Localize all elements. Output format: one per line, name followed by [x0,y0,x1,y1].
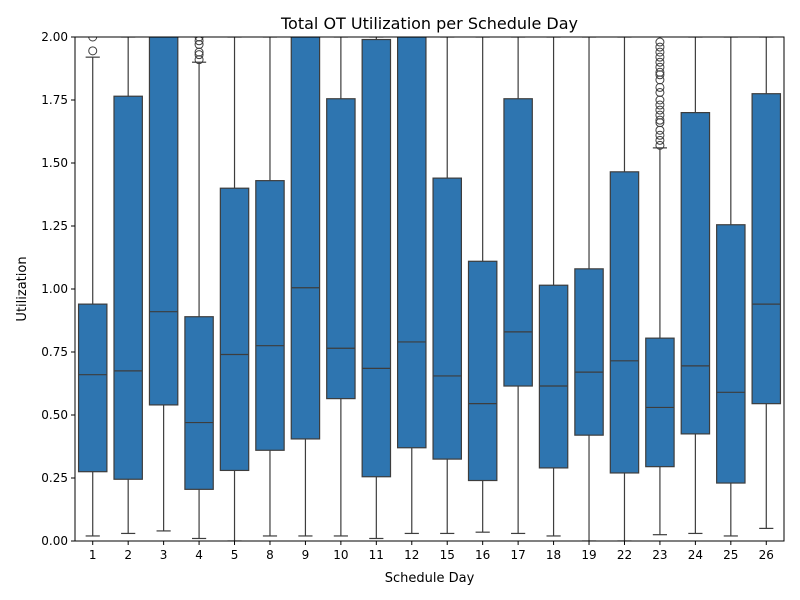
chart-title: Total OT Utilization per Schedule Day [280,14,578,33]
outlier-point [655,67,665,77]
x-tick-label: 18 [546,548,561,562]
box-day-9 [290,37,321,537]
iqr-box [326,98,356,400]
x-tick-label: 8 [266,548,274,562]
box-marks [77,37,782,541]
box-day-25 [716,37,746,537]
outlier-point [88,37,98,42]
x-tick-label: 26 [759,548,774,562]
box-day-1 [77,37,108,537]
y-tick-label: 0.75 [41,345,68,359]
iqr-box [396,37,427,449]
x-tick-label: 22 [617,548,632,562]
outlier-point [655,47,665,57]
box-day-8 [255,37,285,537]
y-tick-label: 1.75 [41,93,68,107]
y-tick-label: 1.50 [41,156,68,170]
plot-area: 0.000.250.500.751.001.251.501.752.001 2 3 4… [41,30,785,562]
box-day-16 [467,37,498,533]
iqr-box [503,98,533,387]
y-tick-label: 0.50 [41,408,68,422]
box-day-22 [609,37,640,541]
y-tick-label: 0.00 [41,534,68,548]
outlier-point [655,42,665,52]
iqr-box [574,268,604,436]
x-tick-label: 9 [302,548,310,562]
box-day-18 [538,37,569,537]
iqr-box [751,93,782,405]
box-day-3 [148,37,179,532]
outlier-point [655,105,665,115]
iqr-box [148,37,179,406]
iqr-box [255,180,285,451]
box-day-5 [219,37,250,541]
outlier-point [655,115,665,125]
iqr-box [538,284,569,469]
box-day-11 [361,37,392,540]
x-tick-label: 2 [124,548,132,562]
x-tick-label: 25 [723,548,738,562]
outlier-point [655,37,665,47]
outlier-point [88,46,98,56]
x-tick-label: 16 [475,548,490,562]
x-axis-label: Schedule Day [385,571,475,586]
iqr-box [113,95,143,480]
box-day-24 [680,37,711,535]
x-tick-label: 23 [652,548,667,562]
box-day-26 [751,37,782,530]
iqr-box [432,177,463,460]
outlier-point [655,87,665,97]
x-tick-label: 5 [231,548,239,562]
outlier-point [655,62,665,72]
box-day-12 [396,37,427,535]
x-tick-label: 1 [89,548,97,562]
iqr-box [184,316,214,490]
x-tick-label: 11 [369,548,384,562]
x-tick-label: 10 [333,548,348,562]
box-day-2 [113,37,143,535]
iqr-box [467,260,498,482]
iqr-box [680,111,711,435]
outlier-point [655,110,665,120]
y-tick-label: 1.25 [41,219,68,233]
outlier-point [655,130,665,140]
box-day-10 [326,37,356,537]
iqr-box [645,337,675,468]
iqr-box [290,37,321,440]
iqr-box [609,171,640,474]
x-tick-label: 12 [404,548,419,562]
outlier-point [655,52,665,62]
outlier-point [655,57,665,67]
y-tick-label: 1.00 [41,282,68,296]
outlier-point [194,37,204,46]
box-day-4 [184,37,214,540]
outlier-point [655,135,665,145]
x-tick-label: 19 [581,548,596,562]
x-tick-label: 4 [195,548,203,562]
outlier-point [194,50,204,60]
outlier-point [655,140,665,150]
box-day-23 [645,37,675,536]
box-day-15 [432,37,463,535]
y-tick-label: 0.25 [41,471,68,485]
iqr-box [219,187,250,472]
x-tick-label: 3 [160,548,168,562]
box-day-19 [574,37,604,541]
iqr-box [716,224,746,484]
outlier-point [655,100,665,110]
outlier-point [194,37,204,42]
x-tick-label: 15 [440,548,455,562]
box-day-17 [503,37,533,535]
x-tick-label: 24 [688,548,703,562]
x-tick-label: 17 [510,548,525,562]
iqr-box [77,303,108,473]
y-tick-label: 2.00 [41,30,68,44]
iqr-box [361,38,392,478]
y-axis-label: Utilization [15,256,30,321]
